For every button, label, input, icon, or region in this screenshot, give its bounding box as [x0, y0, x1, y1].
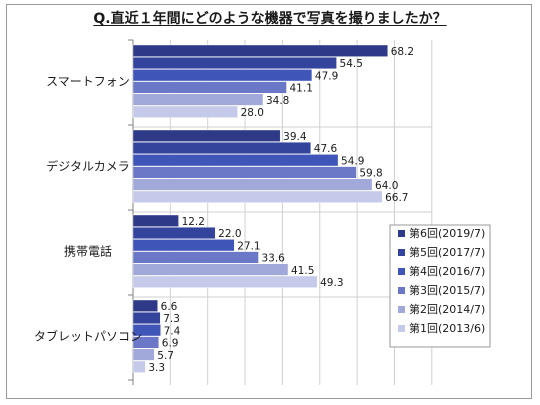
legend-entry: 第4回(2016/7) [409, 264, 485, 278]
bar [132, 141, 311, 154]
legend-entry: 第6回(2019/7) [409, 226, 485, 240]
bar [132, 44, 388, 57]
bar [132, 214, 179, 227]
data-label: 28.0 [241, 107, 264, 119]
data-label: 66.7 [385, 192, 408, 204]
legend-swatch [398, 306, 405, 313]
bar [132, 154, 339, 167]
legend-swatch [398, 287, 405, 294]
category-label: タブレットパソコン [34, 329, 142, 344]
bar [132, 299, 158, 312]
bar [132, 93, 264, 106]
data-label: 7.3 [163, 313, 180, 325]
data-label: 6.9 [162, 338, 179, 350]
category-label: デジタルカメラ [46, 159, 129, 174]
bar [132, 239, 235, 252]
data-label: 22.0 [218, 228, 241, 240]
bar [132, 312, 161, 325]
bar [132, 69, 313, 82]
legend-box [389, 224, 491, 348]
data-label: 33.6 [261, 253, 285, 265]
bar [132, 57, 337, 70]
bar [132, 105, 238, 118]
data-label: 6.6 [161, 301, 178, 313]
legend-swatch [398, 230, 405, 237]
bar [132, 336, 159, 349]
data-label: 5.7 [157, 350, 174, 362]
bar [132, 251, 259, 264]
chart-title: Q.直近１年間にどのような機器で写真を撮りましたか？ [93, 11, 447, 27]
bar [132, 166, 357, 179]
bar [132, 324, 161, 337]
data-label: 27.1 [237, 240, 260, 252]
data-label: 12.2 [182, 216, 205, 228]
bar [132, 81, 287, 94]
bar [132, 226, 216, 239]
data-label: 54.9 [341, 155, 364, 167]
data-label: 39.4 [283, 131, 307, 143]
bar [132, 129, 281, 142]
bar [132, 178, 373, 191]
category-label: 携帯電話 [64, 244, 112, 259]
legend-swatch [398, 268, 405, 275]
legend-entry: 第2回(2014/7) [409, 302, 485, 316]
data-label: 3.3 [148, 362, 165, 374]
bar [132, 275, 318, 288]
bar [132, 360, 146, 373]
data-label: 49.3 [320, 277, 343, 289]
data-label: 47.6 [314, 143, 338, 155]
data-label: 7.4 [164, 325, 181, 337]
data-label: 41.5 [291, 265, 314, 277]
bar [132, 263, 289, 276]
data-label: 34.8 [266, 95, 289, 107]
legend-entry: 第3回(2015/7) [409, 283, 485, 297]
data-label: 64.0 [375, 180, 398, 192]
data-label: 41.1 [290, 83, 313, 95]
bar [132, 348, 155, 361]
legend-swatch [398, 249, 405, 256]
legend-entry: 第5回(2017/7) [409, 245, 485, 259]
data-label: 47.9 [315, 70, 338, 82]
bar [132, 190, 383, 203]
category-label: スマートフォン [46, 75, 130, 89]
data-label: 54.5 [340, 58, 363, 70]
data-label: 68.2 [391, 46, 414, 58]
data-label: 59.8 [359, 168, 382, 180]
legend-swatch [398, 325, 405, 332]
legend-entry: 第1回(2013/6) [409, 321, 485, 335]
